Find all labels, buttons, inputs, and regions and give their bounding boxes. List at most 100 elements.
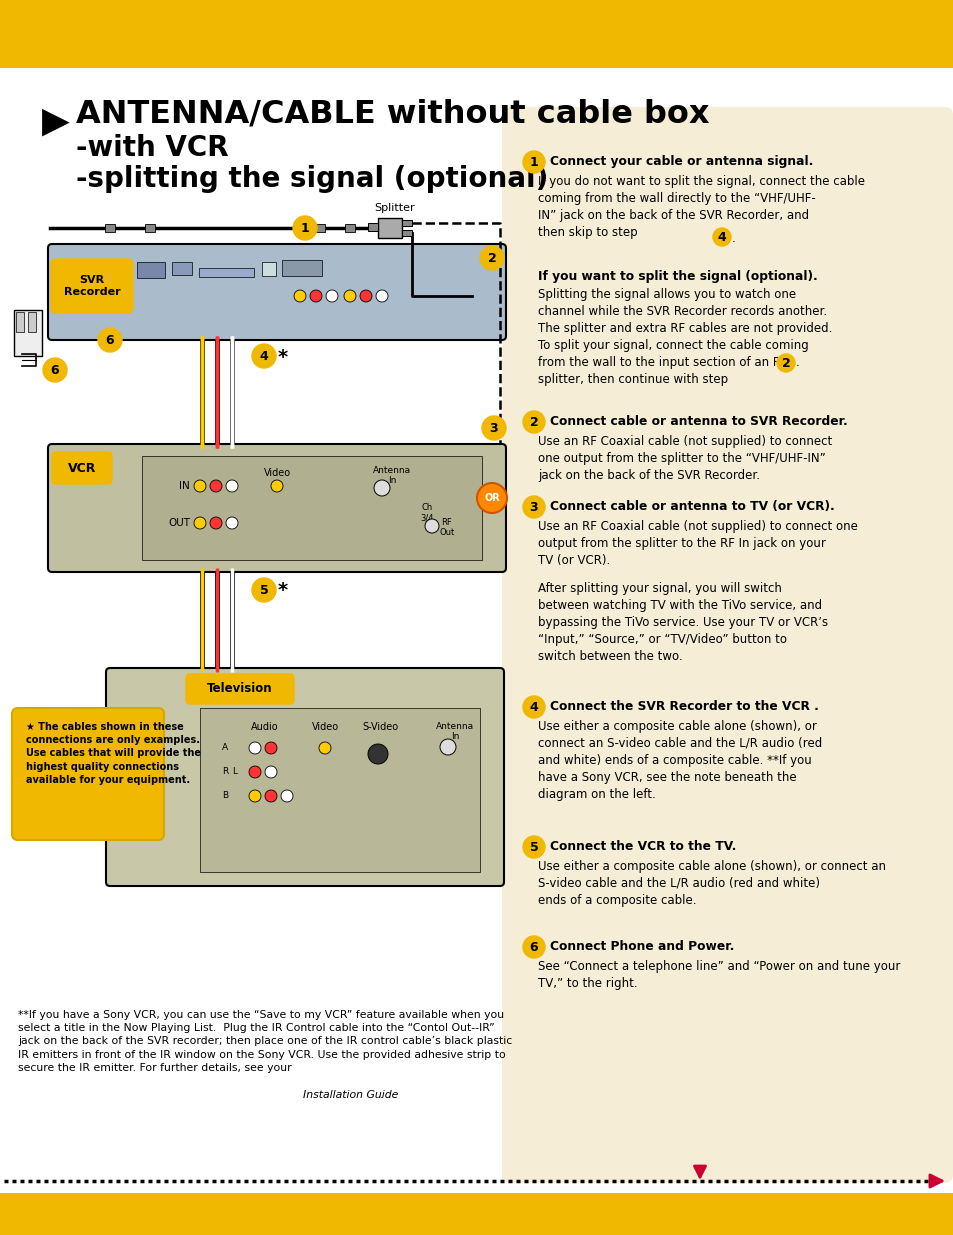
FancyBboxPatch shape <box>48 445 505 572</box>
Bar <box>16 312 24 332</box>
Text: If you do not want to split the signal, connect the cable
coming from the wall d: If you do not want to split the signal, … <box>537 175 864 240</box>
Bar <box>0 0 953 68</box>
Circle shape <box>193 480 206 492</box>
Bar <box>314 224 325 232</box>
Text: If you want to split the signal (optional).: If you want to split the signal (optiona… <box>537 270 817 283</box>
Text: A: A <box>222 743 228 752</box>
Text: Ch
3/4: Ch 3/4 <box>420 503 434 522</box>
Text: **If you have a Sony VCR, you can use the “Save to my VCR” feature available whe: **If you have a Sony VCR, you can use th… <box>18 1010 512 1073</box>
Bar <box>199 268 253 277</box>
Circle shape <box>375 290 388 303</box>
Text: 1: 1 <box>300 222 309 235</box>
Bar <box>377 219 401 238</box>
Text: .: . <box>379 1091 383 1100</box>
Text: See “Connect a telephone line” and “Power on and tune your
TV,” to the right.: See “Connect a telephone line” and “Powe… <box>537 960 900 990</box>
Bar <box>368 224 377 231</box>
Text: 6: 6 <box>106 333 114 347</box>
Text: L: L <box>233 767 237 777</box>
FancyBboxPatch shape <box>52 452 112 484</box>
Text: 6: 6 <box>51 364 59 377</box>
Bar <box>145 224 154 232</box>
Circle shape <box>265 742 276 755</box>
Circle shape <box>476 483 506 513</box>
Circle shape <box>522 936 544 958</box>
Text: 4: 4 <box>259 350 268 363</box>
Circle shape <box>249 790 261 802</box>
Circle shape <box>265 766 276 778</box>
Text: *: * <box>277 580 288 600</box>
Text: SVR
Recorder: SVR Recorder <box>64 275 120 296</box>
Text: Antenna
In: Antenna In <box>436 722 474 741</box>
Text: ★ The cables shown in these
connections are only examples.
Use cables that will : ★ The cables shown in these connections … <box>26 722 201 784</box>
Circle shape <box>439 739 456 755</box>
Bar <box>401 220 412 226</box>
Text: S-Video: S-Video <box>361 722 397 732</box>
Text: Splitter: Splitter <box>375 203 415 212</box>
Text: 5: 5 <box>259 584 268 597</box>
Text: Connect your cable or antenna signal.: Connect your cable or antenna signal. <box>550 156 813 168</box>
Bar <box>28 312 36 332</box>
Circle shape <box>712 228 730 246</box>
Circle shape <box>226 480 237 492</box>
Text: VCR: VCR <box>68 462 96 474</box>
Bar <box>345 224 355 232</box>
Text: Connect cable or antenna to SVR Recorder.: Connect cable or antenna to SVR Recorder… <box>550 415 847 429</box>
Text: B: B <box>222 792 228 800</box>
Text: R: R <box>222 767 228 777</box>
Text: 2: 2 <box>487 252 496 266</box>
Text: Installation Guide: Installation Guide <box>303 1091 398 1100</box>
Bar <box>262 262 275 275</box>
Text: After splitting your signal, you will switch
between watching TV with the TiVo s: After splitting your signal, you will sw… <box>537 582 827 663</box>
Circle shape <box>294 290 306 303</box>
Bar <box>282 261 322 275</box>
Text: 2: 2 <box>529 416 537 429</box>
FancyBboxPatch shape <box>106 668 503 885</box>
Text: Connect Phone and Power.: Connect Phone and Power. <box>550 940 734 953</box>
Circle shape <box>265 790 276 802</box>
Circle shape <box>522 151 544 173</box>
Circle shape <box>249 766 261 778</box>
FancyBboxPatch shape <box>51 259 132 312</box>
Circle shape <box>293 216 316 240</box>
Text: Antenna
In: Antenna In <box>373 466 411 485</box>
Circle shape <box>359 290 372 303</box>
Circle shape <box>310 290 322 303</box>
Circle shape <box>98 329 122 352</box>
Bar <box>137 262 165 278</box>
Circle shape <box>776 354 794 372</box>
Text: Connect cable or antenna to TV (or VCR).: Connect cable or antenna to TV (or VCR). <box>550 500 834 513</box>
Circle shape <box>193 517 206 529</box>
FancyBboxPatch shape <box>48 245 505 340</box>
Text: Connect the VCR to the TV.: Connect the VCR to the TV. <box>550 840 736 853</box>
Bar <box>105 224 115 232</box>
Text: -with VCR: -with VCR <box>76 135 229 162</box>
Bar <box>0 1193 953 1235</box>
Circle shape <box>43 358 67 382</box>
Text: RF
Out: RF Out <box>439 517 455 537</box>
Text: 5: 5 <box>529 841 537 853</box>
Circle shape <box>210 517 222 529</box>
Circle shape <box>522 496 544 517</box>
Text: Use an RF Coaxial cable (not supplied) to connect one
output from the splitter t: Use an RF Coaxial cable (not supplied) t… <box>537 520 857 567</box>
Text: 1: 1 <box>529 156 537 169</box>
Text: Video: Video <box>311 722 338 732</box>
Bar <box>142 456 481 559</box>
Circle shape <box>368 743 388 764</box>
Text: Audio: Audio <box>251 722 278 732</box>
Circle shape <box>318 742 331 755</box>
Circle shape <box>374 480 390 496</box>
Text: Splitting the signal allows you to watch one
channel while the SVR Recorder reco: Splitting the signal allows you to watch… <box>537 288 832 387</box>
Text: 2: 2 <box>781 357 789 370</box>
FancyBboxPatch shape <box>12 708 164 840</box>
Circle shape <box>522 836 544 858</box>
Bar <box>172 262 192 275</box>
FancyBboxPatch shape <box>501 107 952 1183</box>
Text: Connect the SVR Recorder to the VCR .: Connect the SVR Recorder to the VCR . <box>550 700 818 713</box>
Text: Television: Television <box>207 683 273 695</box>
Text: IN: IN <box>179 480 190 492</box>
Circle shape <box>344 290 355 303</box>
Circle shape <box>226 517 237 529</box>
Circle shape <box>424 519 438 534</box>
Text: Use either a composite cable alone (shown), or
connect an S-video cable and the : Use either a composite cable alone (show… <box>537 720 821 802</box>
Text: ANTENNA/CABLE without cable box: ANTENNA/CABLE without cable box <box>76 98 709 128</box>
